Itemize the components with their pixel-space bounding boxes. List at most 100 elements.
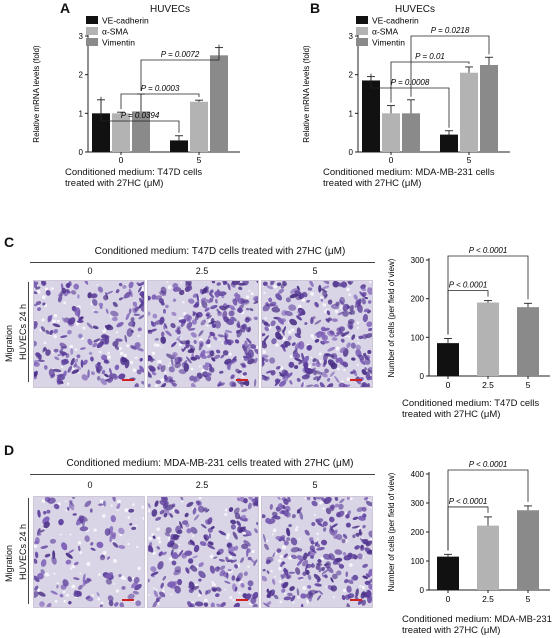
stained-cell: [262, 319, 267, 325]
stained-cell: [231, 575, 236, 581]
chart-d-caption-line1: Conditioned medium: MDA-MB-231: [402, 614, 552, 625]
membrane-pore: [69, 567, 73, 570]
stained-cell: [306, 497, 311, 501]
membrane-pore: [278, 566, 282, 571]
membrane-pore: [356, 321, 360, 325]
stained-cell: [275, 325, 281, 330]
membrane-pore: [107, 355, 111, 360]
stained-cell: [352, 516, 359, 521]
stained-cell: [283, 567, 289, 577]
stained-cell: [34, 303, 38, 307]
stained-cell: [151, 371, 157, 376]
stained-cell: [324, 561, 331, 569]
stained-cell: [125, 312, 130, 321]
stained-cell: [171, 382, 177, 387]
stained-cell: [252, 591, 258, 600]
stained-cell: [317, 559, 322, 564]
stained-cell: [230, 519, 237, 525]
stained-cell: [194, 313, 200, 321]
membrane-pore: [289, 354, 293, 359]
stained-cell: [294, 365, 299, 369]
stained-cell: [57, 294, 63, 303]
stained-cell: [141, 298, 144, 304]
membrane-pore: [156, 536, 161, 541]
stained-cell: [253, 559, 258, 566]
stained-cell: [216, 551, 221, 556]
stained-cell: [233, 292, 238, 297]
stained-cell: [76, 354, 81, 359]
stained-cell: [246, 548, 251, 553]
stained-cell: [126, 328, 133, 337]
chart-d-annotation-0-label: P < 0.0001: [449, 497, 488, 506]
stained-cell: [131, 526, 137, 530]
stained-cell: [101, 369, 106, 375]
stained-cell: [34, 551, 39, 559]
panel-c-col-label-2: 5: [312, 266, 318, 276]
membrane-pore: [212, 582, 216, 587]
stained-cell: [296, 315, 303, 321]
stained-cell: [230, 524, 237, 530]
stained-cell: [134, 583, 142, 591]
stained-cell: [280, 561, 285, 568]
stained-cell: [313, 384, 319, 387]
stained-cell: [363, 308, 370, 313]
chart-c-annotation-1-bracket: [447, 255, 529, 335]
stained-cell: [324, 368, 329, 374]
stained-cell: [160, 286, 167, 295]
stained-cell: [186, 285, 193, 291]
stained-cell: [280, 318, 286, 323]
stained-cell: [43, 365, 48, 370]
stained-cell: [271, 514, 278, 519]
stained-cell: [229, 360, 237, 365]
membrane-pore: [357, 326, 360, 329]
stained-cell: [86, 577, 92, 582]
stained-cell: [112, 541, 119, 548]
stained-cell: [323, 527, 327, 532]
stained-cell: [186, 528, 192, 534]
stained-cell: [112, 535, 116, 540]
stained-cell: [105, 578, 112, 585]
stained-cell: [275, 293, 283, 301]
stained-cell: [314, 339, 320, 343]
stained-cell: [247, 502, 252, 510]
stained-cell: [282, 375, 288, 382]
stained-cell: [224, 358, 232, 365]
stained-cell: [134, 306, 139, 312]
stained-cell: [148, 329, 153, 335]
stained-cell: [276, 282, 282, 287]
stained-cell: [342, 303, 350, 312]
stained-cell: [357, 553, 363, 560]
stained-cell: [38, 591, 46, 597]
stained-cell: [198, 342, 203, 351]
membrane-pore: [357, 342, 360, 344]
stained-cell: [286, 527, 291, 537]
stained-cell: [188, 558, 194, 564]
membrane-pore: [37, 305, 40, 308]
stained-cell: [355, 344, 361, 351]
stained-cell: [138, 314, 144, 320]
stained-cell: [52, 368, 62, 373]
chart-b-legend-label-2: Vimentin: [372, 38, 405, 48]
stained-cell: [34, 361, 40, 367]
panel-d-row-label-2: HUVECs 24 h: [18, 523, 28, 580]
chart-c-xtick-label-1: 2.5: [482, 380, 494, 390]
stained-cell: [309, 281, 314, 288]
membrane-pore: [46, 573, 50, 577]
micrograph-mda-0: [33, 496, 145, 608]
membrane-pore: [232, 599, 235, 602]
stained-cell: [237, 526, 243, 534]
chart-a-bar-1-1: [190, 101, 208, 152]
stained-cell: [100, 554, 105, 558]
membrane-pore: [206, 343, 211, 348]
stained-cell: [340, 281, 348, 288]
stained-cell: [148, 357, 153, 361]
stained-cell: [225, 304, 230, 309]
stained-cell: [118, 282, 123, 287]
stained-cell: [74, 307, 81, 316]
chart-b-caption: Conditioned medium: MDA-MB-231 cells tre…: [323, 167, 495, 189]
stained-cell: [37, 573, 44, 580]
stained-cell: [347, 318, 355, 325]
stained-cell: [109, 533, 113, 543]
stained-cell: [136, 369, 142, 375]
stained-cell: [222, 281, 228, 286]
